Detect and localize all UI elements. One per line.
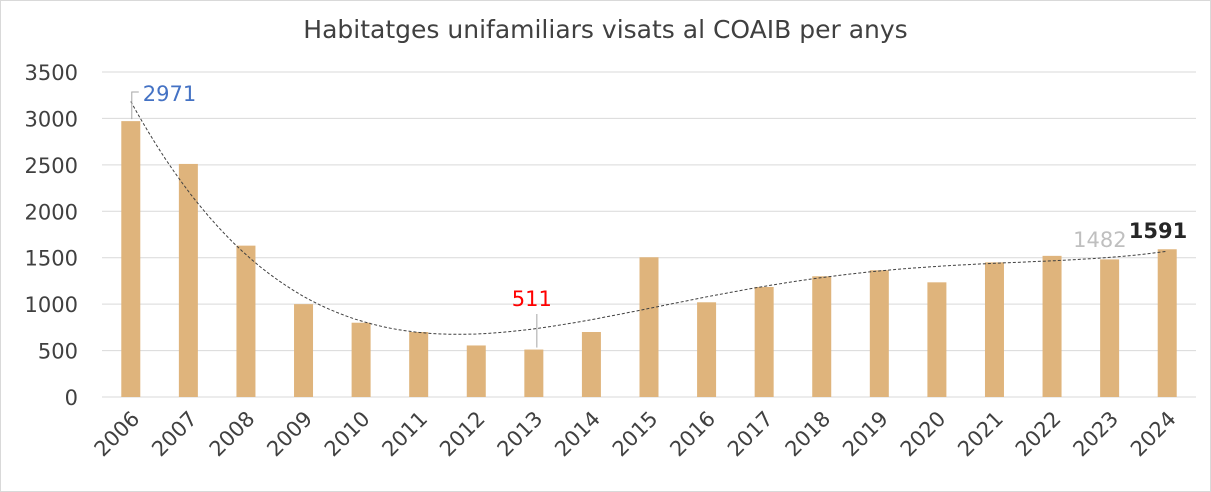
bar bbox=[869, 270, 889, 397]
data-label: 2971 bbox=[143, 82, 196, 106]
bar bbox=[639, 257, 659, 397]
bar bbox=[351, 322, 371, 397]
bar bbox=[121, 121, 141, 397]
x-tick-label: 2006 bbox=[90, 407, 145, 462]
x-tick-label: 2014 bbox=[550, 407, 605, 462]
y-tick-label: 3500 bbox=[25, 61, 78, 85]
y-tick-label: 3000 bbox=[25, 107, 78, 131]
x-tick-label: 2020 bbox=[896, 407, 951, 462]
x-tick-label: 2010 bbox=[320, 407, 375, 462]
bar bbox=[754, 286, 774, 397]
data-label: 1482 bbox=[1073, 228, 1126, 252]
x-tick-label: 2015 bbox=[608, 407, 663, 462]
bar bbox=[178, 163, 198, 397]
bar bbox=[1042, 255, 1062, 397]
bar bbox=[466, 345, 486, 397]
bar bbox=[927, 282, 947, 397]
x-tick-label: 2016 bbox=[665, 407, 720, 462]
x-tick-label: 2017 bbox=[723, 407, 778, 462]
x-tick-label: 2019 bbox=[838, 407, 893, 462]
leader-line bbox=[131, 91, 139, 120]
bar bbox=[524, 349, 544, 397]
bar bbox=[294, 304, 314, 397]
data-label: 1591 bbox=[1129, 219, 1187, 243]
x-tick-label: 2011 bbox=[377, 407, 432, 462]
x-tick-label: 2012 bbox=[435, 407, 490, 462]
bar bbox=[581, 332, 601, 397]
data-label: 511 bbox=[512, 287, 552, 311]
bar bbox=[1100, 259, 1120, 397]
bar bbox=[812, 276, 832, 397]
x-tick-label: 2024 bbox=[1126, 407, 1181, 462]
y-tick-label: 0 bbox=[65, 386, 78, 410]
x-tick-label: 2009 bbox=[262, 407, 317, 462]
bar bbox=[984, 262, 1004, 397]
x-tick-label: 2018 bbox=[781, 407, 836, 462]
y-tick-label: 500 bbox=[38, 340, 78, 364]
x-tick-label: 2021 bbox=[953, 407, 1008, 462]
x-tick-label: 2007 bbox=[147, 407, 202, 462]
x-tick-label: 2022 bbox=[1011, 407, 1066, 462]
bar bbox=[1157, 249, 1177, 397]
trendline bbox=[130, 101, 1168, 335]
y-tick-label: 1500 bbox=[25, 247, 78, 271]
y-tick-label: 1000 bbox=[25, 293, 78, 317]
y-tick-label: 2000 bbox=[25, 200, 78, 224]
x-tick-label: 2013 bbox=[493, 407, 548, 462]
bar bbox=[697, 302, 717, 397]
y-tick-label: 2500 bbox=[25, 154, 78, 178]
x-tick-label: 2023 bbox=[1068, 407, 1123, 462]
bar bbox=[409, 332, 429, 397]
bar bbox=[236, 245, 256, 397]
chart-title: Habitatges unifamiliars visats al COAIB … bbox=[303, 15, 908, 44]
x-tick-label: 2008 bbox=[205, 407, 260, 462]
